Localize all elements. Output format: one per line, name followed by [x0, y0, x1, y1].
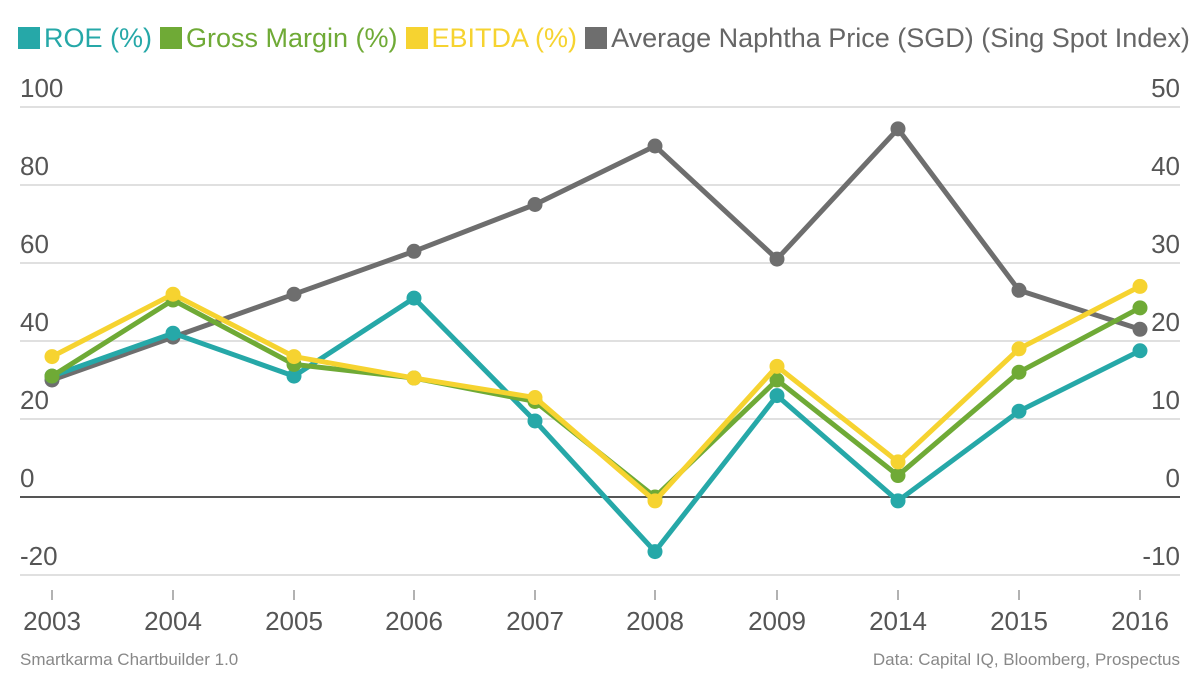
data-point-0-7	[890, 493, 906, 509]
legend-item-gross-margin: Gross Margin (%)	[160, 23, 398, 54]
legend-label-ebitda: EBITDA (%)	[431, 22, 578, 53]
series-line-1	[49, 297, 1143, 500]
footer-credit: Smartkarma Chartbuilder 1.0	[20, 650, 239, 669]
series-line-0	[49, 295, 1143, 555]
x-tick-label: 2016	[1111, 606, 1169, 636]
data-point-0-8	[1011, 403, 1027, 419]
data-point-0-2	[286, 368, 302, 384]
x-tick-label: 2009	[748, 606, 806, 636]
footer-source: Data: Capital IQ, Bloomberg, Prospectus	[872, 650, 1180, 669]
x-tick-label: 2015	[990, 606, 1048, 636]
data-point-0-6	[769, 388, 785, 404]
series-line-2	[49, 283, 1143, 504]
legend-swatch-naphtha	[585, 27, 608, 49]
data-point-0-5	[647, 544, 663, 560]
legend-swatch-roe	[18, 27, 40, 49]
y-left-tick-label: -20	[20, 541, 58, 571]
y-right-tick-label: 50	[1151, 73, 1180, 103]
y-right-tick-label: 30	[1151, 229, 1180, 259]
chart-legend: ROE (%) Gross Margin (%) EBITDA (%) Aver…	[18, 18, 1198, 58]
data-point-2-7	[890, 454, 906, 470]
legend-swatch-ebitda	[405, 27, 428, 49]
x-tick-label: 2004	[144, 606, 202, 636]
data-point-2-1	[165, 286, 181, 302]
data-point-0-3	[406, 290, 422, 306]
data-point-1-9	[1132, 300, 1148, 316]
y-right-tick-label: 40	[1151, 151, 1180, 181]
x-tick-label: 2007	[506, 606, 564, 636]
data-point-2-4	[527, 390, 543, 406]
data-point-3-8	[1011, 282, 1027, 298]
x-tick-label: 2006	[385, 606, 443, 636]
legend-label-naphtha: Average Naphtha Price (SGD) (Sing Spot I…	[611, 22, 1190, 53]
data-point-3-5	[647, 138, 663, 154]
y-right-tick-label: 0	[1166, 463, 1180, 493]
x-tick-label: 2014	[869, 606, 927, 636]
y-right-tick-label: -10	[1142, 541, 1180, 571]
data-point-2-3	[406, 370, 422, 386]
legend-item-roe: ROE (%)	[18, 23, 152, 54]
data-point-1-6	[769, 372, 785, 388]
legend-item-ebitda: EBITDA (%)	[405, 22, 578, 54]
legend-label-roe: ROE (%)	[44, 22, 152, 53]
data-point-2-2	[286, 349, 302, 365]
legend-item-naphtha: Average Naphtha Price (SGD) (Sing Spot I…	[585, 23, 1190, 54]
y-right-tick-label: 20	[1151, 307, 1180, 337]
data-point-3-6	[769, 251, 785, 267]
data-point-3-3	[406, 243, 422, 259]
data-point-0-4	[527, 413, 543, 429]
y-left-tick-label: 0	[20, 463, 34, 493]
y-left-tick-label: 60	[20, 229, 49, 259]
data-point-2-8	[1011, 341, 1027, 357]
data-point-3-9	[1132, 321, 1148, 337]
data-point-3-7	[890, 121, 906, 137]
y-left-tick-label: 80	[20, 151, 49, 181]
legend-label-gross-margin: Gross Margin (%)	[186, 22, 398, 53]
y-right-tick-label: 10	[1151, 385, 1180, 415]
data-point-2-6	[769, 358, 785, 374]
data-point-2-5	[647, 493, 663, 509]
data-point-0-9	[1132, 343, 1148, 359]
x-tick-label: 2008	[626, 606, 684, 636]
x-tick-label: 2003	[23, 606, 81, 636]
data-point-0-1	[165, 325, 181, 341]
y-left-tick-label: 20	[20, 385, 49, 415]
data-point-1-7	[890, 468, 906, 484]
data-point-1-8	[1011, 364, 1027, 380]
legend-swatch-gross-margin	[160, 27, 182, 49]
x-tick-label: 2005	[265, 606, 323, 636]
data-point-3-4	[527, 197, 543, 212]
y-left-tick-label: 100	[20, 73, 63, 103]
data-point-1-0	[44, 368, 60, 384]
data-point-3-2	[286, 286, 302, 302]
series-line-3	[49, 126, 1143, 383]
y-left-tick-label: 40	[20, 307, 49, 337]
data-point-2-0	[44, 349, 60, 365]
data-point-2-9	[1132, 278, 1148, 294]
